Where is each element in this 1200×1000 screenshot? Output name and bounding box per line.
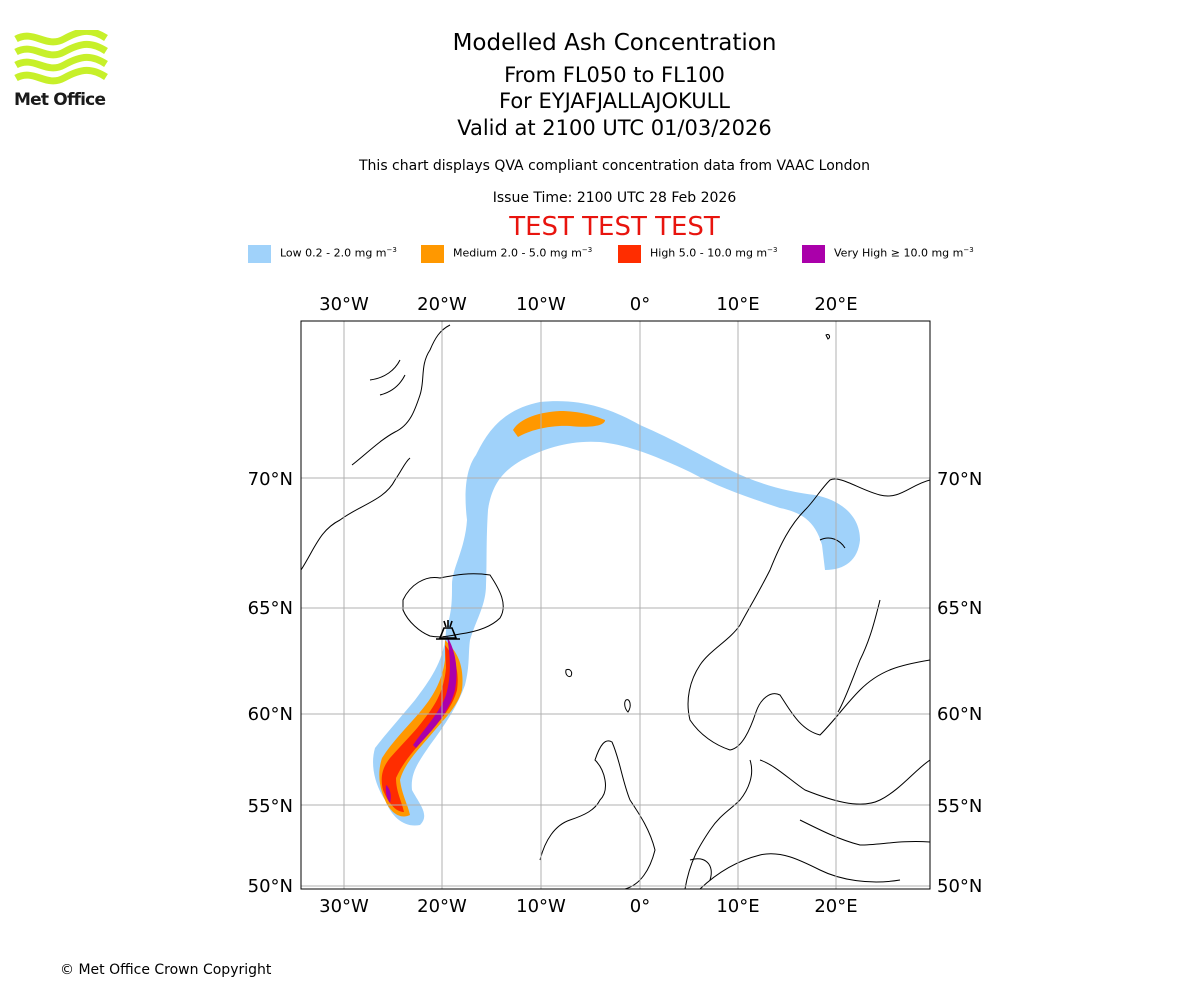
met-office-wordmark: Met Office (14, 90, 106, 110)
legend-label-low: Low 0.2 - 2.0 mg m−3 (280, 246, 397, 260)
flight-level-range: From FL050 to FL100 (504, 63, 725, 87)
latitude-labels-right: 70°N 65°N 60°N 55°N 50°N (937, 469, 982, 897)
lat-label-55n: 55°N (248, 796, 293, 817)
lon-label-10e: 10°E (716, 294, 759, 315)
compliance-note: This chart displays QVA compliant concen… (359, 158, 870, 174)
ash-zone-very-high (413, 636, 457, 748)
lat-label-70n-right: 70°N (937, 469, 982, 490)
lat-label-65n-right: 65°N (937, 598, 982, 619)
lat-label-65n: 65°N (248, 598, 293, 619)
lat-label-60n: 60°N (248, 704, 293, 725)
lon-label-20e-bottom: 20°E (814, 896, 857, 917)
concentration-legend: Low 0.2 - 2.0 mg m−3 Medium 2.0 - 5.0 mg… (0, 244, 1200, 264)
lon-label-10w: 10°W (516, 294, 566, 315)
test-banner: TEST TEST TEST (509, 212, 720, 242)
legend-swatch-medium (421, 245, 444, 263)
latitude-labels-left: 70°N 65°N 60°N 55°N 50°N (248, 469, 293, 897)
graticule (301, 321, 930, 889)
lon-label-0: 0° (630, 294, 650, 315)
lon-label-20w-bottom: 20°W (417, 896, 467, 917)
ash-patch-medium-north (513, 411, 605, 437)
ash-zone-high (381, 645, 458, 812)
ash-patch-very-high-south (385, 785, 391, 803)
lon-label-20e: 20°E (814, 294, 857, 315)
legend-label-medium: Medium 2.0 - 5.0 mg m−3 (453, 246, 593, 260)
lon-label-10w-bottom: 10°W (516, 896, 566, 917)
lat-label-50n-right: 50°N (937, 876, 982, 897)
volcano-name: For EYJAFJALLAJOKULL (499, 89, 730, 113)
lon-label-20w: 20°W (417, 294, 467, 315)
lat-label-70n: 70°N (248, 469, 293, 490)
ash-zone-low (373, 401, 860, 826)
longitude-labels-bottom: 30°W 20°W 10°W 0° 10°E 20°E (319, 896, 857, 917)
legend-swatch-high (618, 245, 641, 263)
legend-swatch-low (248, 245, 271, 263)
volcano-icon (436, 620, 460, 640)
legend-swatch-very-high (802, 245, 825, 263)
lon-label-30w: 30°W (319, 294, 369, 315)
met-office-wave-icon (14, 27, 108, 85)
lat-label-60n-right: 60°N (937, 704, 982, 725)
lon-label-0-bottom: 0° (630, 896, 650, 917)
copyright-notice: © Met Office Crown Copyright (60, 962, 272, 978)
legend-label-very-high: Very High ≥ 10.0 mg m−3 (834, 246, 974, 260)
issue-time: Issue Time: 2100 UTC 28 Feb 2026 (492, 190, 737, 206)
lat-label-50n: 50°N (248, 876, 293, 897)
map-frame (300, 320, 931, 890)
legend-label-high: High 5.0 - 10.0 mg m−3 (650, 246, 778, 260)
coastlines (301, 324, 930, 889)
valid-time: Valid at 2100 UTC 01/03/2026 (457, 116, 772, 140)
lat-label-55n-right: 55°N (937, 796, 982, 817)
lon-label-10e-bottom: 10°E (716, 896, 759, 917)
longitude-labels-top: 30°W 20°W 10°W 0° 10°E 20°E (319, 294, 857, 315)
met-office-logo: Met Office (14, 27, 108, 112)
lon-label-30w-bottom: 30°W (319, 896, 369, 917)
chart-title: Modelled Ash Concentration (452, 30, 777, 56)
